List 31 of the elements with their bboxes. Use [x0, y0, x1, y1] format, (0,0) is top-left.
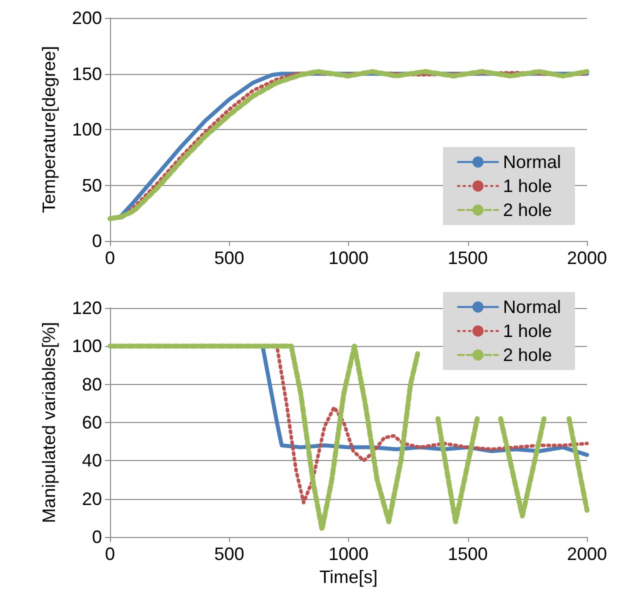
y-tick-label: 120 — [72, 298, 102, 318]
x-tick-label: 0 — [104, 544, 116, 564]
y-tick-label: 200 — [72, 8, 102, 28]
y-tick-label: 0 — [92, 231, 102, 251]
y-tick-label: 100 — [72, 120, 102, 140]
x-tick-label: 2000 — [566, 544, 608, 564]
y-axis-title: Manipulated variables[%] — [39, 322, 59, 524]
y-axis-title: Temperature[degree] — [39, 46, 59, 214]
y-tick-label: 40 — [82, 450, 102, 471]
x-tick-label: 1000 — [328, 248, 369, 268]
y-tick-label: 100 — [72, 336, 102, 356]
y-tick-label: 150 — [72, 64, 102, 84]
x-tick-label: 1500 — [448, 248, 488, 268]
legend-label: 2 hole — [502, 200, 552, 220]
y-tick-label: 0 — [92, 527, 102, 547]
legend-label: 2 hole — [502, 345, 552, 365]
x-tick-label: 500 — [214, 248, 244, 268]
y-tick-label: 50 — [82, 175, 102, 196]
legend-label: Normal — [502, 152, 562, 172]
legend-label: Normal — [502, 297, 562, 317]
y-tick-label: 20 — [82, 488, 102, 509]
x-tick-label: 1500 — [448, 544, 488, 564]
legend-label: 1 hole — [502, 321, 552, 341]
x-axis-title: Time[s] — [319, 566, 378, 587]
y-tick-label: 60 — [82, 412, 102, 432]
x-tick-label: 0 — [104, 248, 116, 268]
x-tick-label: 1000 — [328, 544, 369, 564]
x-tick-label: 2000 — [566, 248, 608, 268]
legend-label: 1 hole — [502, 176, 552, 196]
x-tick-label: 500 — [214, 544, 244, 564]
y-tick-label: 80 — [82, 374, 102, 394]
